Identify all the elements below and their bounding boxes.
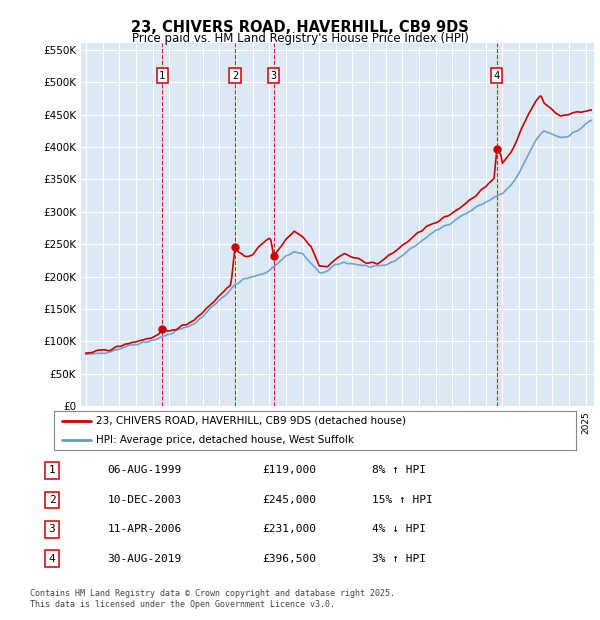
Text: 1: 1	[159, 71, 166, 81]
Text: Price paid vs. HM Land Registry's House Price Index (HPI): Price paid vs. HM Land Registry's House …	[131, 32, 469, 45]
Text: Contains HM Land Registry data © Crown copyright and database right 2025.
This d: Contains HM Land Registry data © Crown c…	[30, 590, 395, 609]
Text: 8% ↑ HPI: 8% ↑ HPI	[372, 466, 426, 476]
Text: 4: 4	[494, 71, 500, 81]
Text: 2: 2	[232, 71, 238, 81]
Text: £396,500: £396,500	[262, 554, 316, 564]
Text: 23, CHIVERS ROAD, HAVERHILL, CB9 9DS (detached house): 23, CHIVERS ROAD, HAVERHILL, CB9 9DS (de…	[96, 415, 406, 426]
Text: 3% ↑ HPI: 3% ↑ HPI	[372, 554, 426, 564]
Text: 4: 4	[49, 554, 55, 564]
Text: 06-AUG-1999: 06-AUG-1999	[107, 466, 182, 476]
Text: 3: 3	[49, 525, 55, 534]
Text: 4% ↓ HPI: 4% ↓ HPI	[372, 525, 426, 534]
Text: £119,000: £119,000	[262, 466, 316, 476]
Text: £245,000: £245,000	[262, 495, 316, 505]
Text: 3: 3	[271, 71, 277, 81]
Text: 11-APR-2006: 11-APR-2006	[107, 525, 182, 534]
Text: HPI: Average price, detached house, West Suffolk: HPI: Average price, detached house, West…	[96, 435, 354, 445]
Text: 2: 2	[49, 495, 55, 505]
Text: 10-DEC-2003: 10-DEC-2003	[107, 495, 182, 505]
Text: 30-AUG-2019: 30-AUG-2019	[107, 554, 182, 564]
Text: 1: 1	[49, 466, 55, 476]
Text: 15% ↑ HPI: 15% ↑ HPI	[372, 495, 433, 505]
Text: 23, CHIVERS ROAD, HAVERHILL, CB9 9DS: 23, CHIVERS ROAD, HAVERHILL, CB9 9DS	[131, 20, 469, 35]
Text: £231,000: £231,000	[262, 525, 316, 534]
